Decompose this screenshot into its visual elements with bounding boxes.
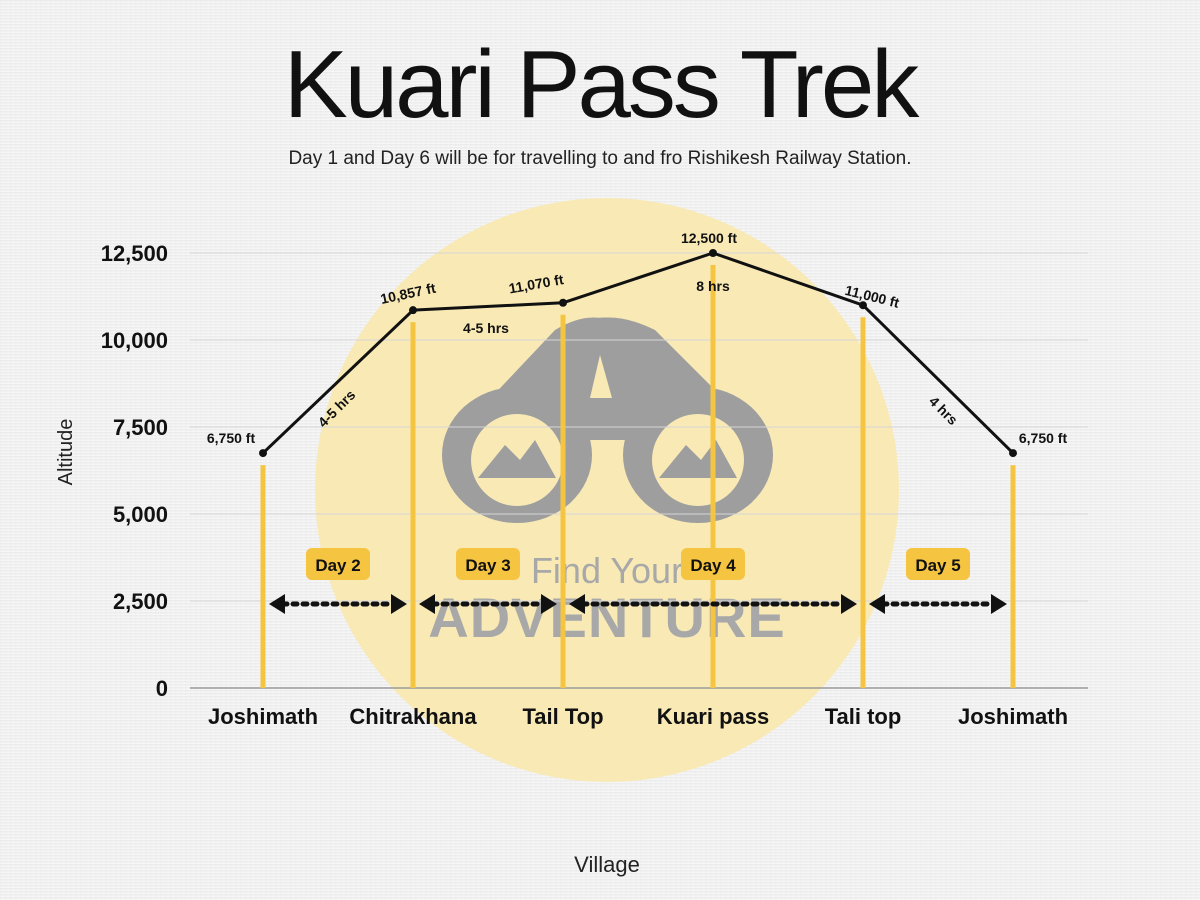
altitude-line (261, 251, 1015, 455)
day-span: Day 2 (269, 548, 407, 614)
day-span: Day 4 (569, 548, 857, 614)
day-badge-label: Day 2 (315, 556, 360, 575)
y-tick-label: 7,500 (113, 415, 168, 440)
day-badge (456, 548, 520, 580)
arrowhead-left (419, 594, 435, 614)
data-point (1009, 449, 1017, 458)
y-tick-label: 10,000 (101, 328, 168, 353)
data-point (709, 249, 717, 257)
x-tick-label: Kuari pass (657, 704, 770, 729)
day-span: Day 3 (419, 548, 557, 614)
x-axis-ticks: Joshimath Chitrakhana Tail Top Kuari pass Ta… (208, 704, 1068, 729)
chart-title: Kuari Pass Trek (283, 31, 920, 138)
y-tick-label: 5,000 (113, 502, 168, 527)
arrowhead-right (841, 594, 857, 614)
drop-lines (260, 265, 1016, 688)
data-point (559, 298, 567, 307)
day-badge (306, 548, 370, 580)
day-badge (681, 548, 745, 580)
point-label: 6,750 ft (207, 430, 256, 446)
day-badge-label: Day 5 (915, 556, 960, 575)
y-axis-label: Altitude (55, 419, 77, 486)
segment-duration-label: 8 hrs (696, 278, 730, 294)
x-tick-label: Chitrakhana (349, 704, 477, 729)
binoculars-mountain-logo (442, 317, 773, 523)
arrowhead-left (569, 594, 585, 614)
day-badge-label: Day 4 (690, 556, 736, 575)
point-label: 12,500 ft (681, 230, 737, 246)
y-tick-label: 12,500 (101, 241, 168, 266)
x-tick-label: Joshimath (208, 704, 318, 729)
watermark-line1: Find Your (531, 550, 683, 591)
data-point (259, 449, 267, 458)
x-tick-label: Joshimath (958, 704, 1068, 729)
watermark: Find Your ADVENTURE (315, 198, 899, 782)
arrowhead-right (541, 594, 557, 614)
y-tick-label: 0 (156, 676, 168, 701)
grid-lines (190, 252, 1088, 689)
day-badge-label: Day 3 (465, 556, 510, 575)
x-tick-label: Tail Top (522, 704, 603, 729)
x-tick-label: Tali top (825, 704, 902, 729)
arrowhead-left (869, 594, 885, 614)
segment-duration-label: 4-5 hrs (463, 320, 509, 336)
data-point (859, 301, 867, 310)
data-point (409, 306, 417, 315)
point-label: 6,750 ft (1019, 430, 1068, 446)
x-axis-label: Village (574, 852, 640, 877)
day-badge (906, 548, 970, 580)
point-label: 11,000 ft (843, 282, 901, 311)
y-axis-ticks: 0 2,500 5,000 7,500 10,000 12,500 (101, 241, 168, 701)
y-tick-label: 2,500 (113, 589, 168, 614)
watermark-line2: ADVENTURE (428, 586, 785, 649)
day-spans: Day 2 Day 3 Day 4 Day 5 (269, 548, 1007, 614)
watermark-circle (315, 198, 899, 782)
arrowhead-right (991, 594, 1007, 614)
arrowhead-right (391, 594, 407, 614)
chart-subtitle: Day 1 and Day 6 will be for travelling t… (288, 148, 912, 169)
arrowhead-left (269, 594, 285, 614)
day-span: Day 5 (869, 548, 1007, 614)
